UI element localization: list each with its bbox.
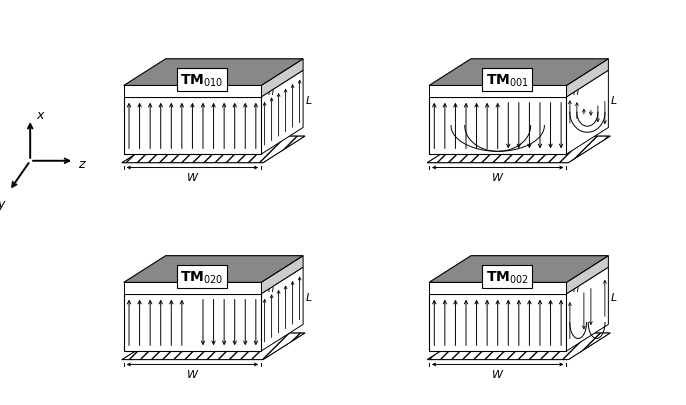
Polygon shape (427, 137, 611, 163)
Polygon shape (567, 71, 608, 155)
Polygon shape (123, 256, 303, 283)
Polygon shape (429, 294, 567, 351)
Polygon shape (429, 283, 567, 294)
Polygon shape (429, 86, 567, 98)
Text: TM$_{001}$: TM$_{001}$ (486, 72, 529, 89)
Polygon shape (567, 267, 608, 351)
Polygon shape (261, 60, 303, 98)
Text: h: h (573, 87, 579, 97)
Polygon shape (123, 283, 261, 294)
Text: $L$: $L$ (611, 290, 618, 302)
Text: TM$_{020}$: TM$_{020}$ (180, 269, 224, 285)
Polygon shape (429, 60, 608, 86)
Polygon shape (261, 71, 303, 155)
Polygon shape (567, 256, 608, 294)
Text: $x$: $x$ (36, 109, 45, 122)
Text: h: h (573, 284, 579, 293)
Text: h: h (268, 284, 274, 293)
Text: TM$_{010}$: TM$_{010}$ (180, 72, 224, 89)
Polygon shape (123, 98, 261, 155)
Text: $W$: $W$ (491, 171, 504, 183)
Text: $W$: $W$ (491, 367, 504, 379)
Polygon shape (122, 333, 305, 360)
Text: $L$: $L$ (305, 290, 313, 302)
Text: $W$: $W$ (186, 367, 199, 379)
Text: $W$: $W$ (186, 171, 199, 183)
Text: TM$_{002}$: TM$_{002}$ (486, 269, 529, 285)
Polygon shape (123, 86, 261, 98)
Text: $y$: $y$ (0, 198, 7, 212)
Polygon shape (261, 256, 303, 294)
Text: h: h (268, 87, 274, 97)
Polygon shape (427, 333, 611, 360)
Polygon shape (122, 137, 305, 163)
Text: $L$: $L$ (305, 94, 313, 106)
Polygon shape (567, 60, 608, 98)
Text: $L$: $L$ (611, 94, 618, 106)
Polygon shape (261, 267, 303, 351)
Polygon shape (123, 294, 261, 351)
Polygon shape (123, 60, 303, 86)
Polygon shape (429, 256, 608, 283)
Text: $z$: $z$ (78, 158, 87, 171)
Polygon shape (429, 98, 567, 155)
